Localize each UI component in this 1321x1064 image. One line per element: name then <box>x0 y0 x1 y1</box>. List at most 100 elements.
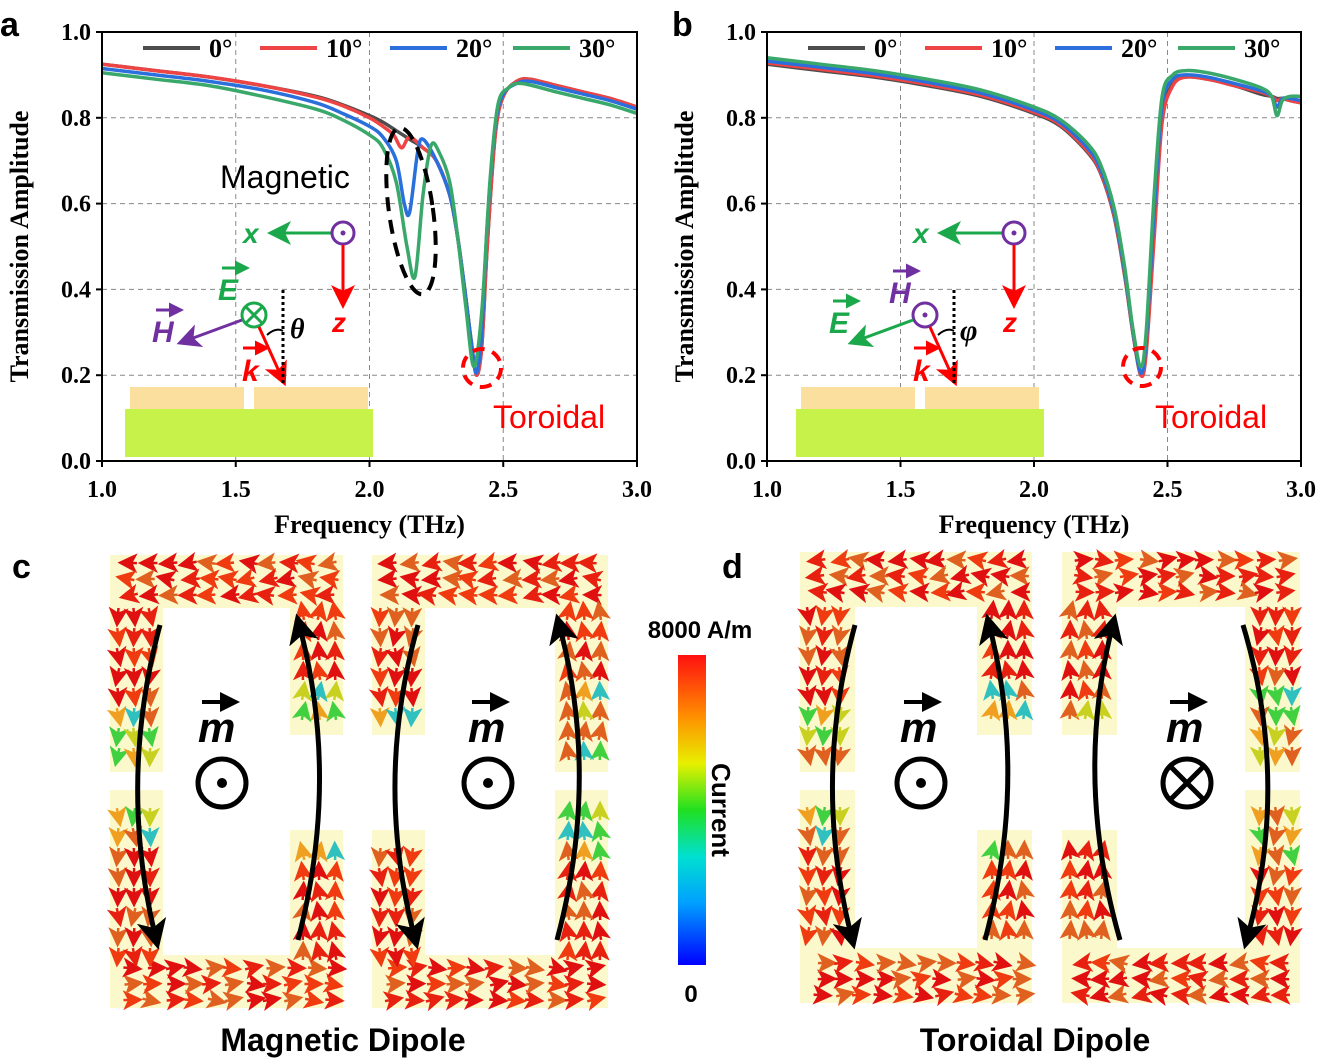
current-arrow <box>118 583 141 604</box>
toroidal-dip-circle <box>1121 346 1163 388</box>
current-arrow <box>574 700 595 722</box>
current-arrow <box>951 983 974 1004</box>
current-arrow <box>386 866 407 888</box>
out-of-plane-icon <box>911 301 939 329</box>
current-arrow <box>589 860 610 882</box>
current-arrow <box>895 952 917 972</box>
current-arrow <box>139 686 160 708</box>
current-arrow <box>368 685 389 708</box>
current-arrow <box>1282 925 1303 947</box>
current-arrow <box>907 567 930 588</box>
current-arrow <box>1250 645 1271 667</box>
current-arrow <box>1255 550 1277 571</box>
current-arrow <box>804 565 827 585</box>
current-arrow <box>573 800 593 822</box>
current-arrow <box>1266 606 1287 627</box>
current-arrow <box>813 745 833 767</box>
current-arrow <box>404 989 426 1010</box>
current-arrow <box>1090 953 1111 974</box>
k-vector-arrow <box>257 326 287 387</box>
current-arrow <box>139 926 160 948</box>
colorbar: 8000 A/m 0 Current <box>648 617 753 1008</box>
current-arrow <box>1236 580 1259 601</box>
current-arrow <box>981 639 1002 660</box>
current-arrow <box>573 640 593 662</box>
current-arrow <box>505 989 527 1010</box>
current-arrow <box>983 679 1003 701</box>
current-arrow <box>217 570 239 591</box>
panel-label-b: b <box>672 6 693 44</box>
current-arrow <box>1207 952 1229 973</box>
current-arrow <box>108 846 129 868</box>
current-arrow <box>557 940 578 962</box>
current-arrow <box>1075 699 1095 722</box>
current-arrow <box>106 805 127 828</box>
substrate <box>796 409 1044 457</box>
current-arrow <box>387 625 408 648</box>
circulation-arrow <box>549 613 582 941</box>
current-arrow <box>916 953 938 974</box>
current-arrow <box>464 957 486 977</box>
moment-c-right: m <box>461 692 515 810</box>
current-arrow <box>1131 969 1152 990</box>
circulation-arrow <box>1092 613 1123 941</box>
current-arrow <box>830 548 852 569</box>
current-arrow <box>242 959 265 980</box>
current-arrow <box>796 824 817 847</box>
current-arrow <box>558 840 579 862</box>
current-arrow <box>308 620 328 643</box>
current-arrow <box>294 840 315 863</box>
current-arrow <box>971 984 993 1004</box>
current-arrow <box>1060 839 1081 861</box>
current-arrow <box>306 957 328 978</box>
x-tick-label: 2.5 <box>1153 477 1183 503</box>
out-of-plane-icon <box>1001 220 1027 246</box>
current-arrow <box>310 660 331 683</box>
current-arrow <box>589 640 610 662</box>
current-arrow <box>403 845 424 868</box>
current-arrow <box>308 920 329 942</box>
current-arrow <box>399 570 421 591</box>
substrate <box>125 409 373 457</box>
current-arrow <box>1072 565 1094 585</box>
current-arrow <box>401 585 423 606</box>
legend-label: 30° <box>579 34 615 63</box>
current-arrow <box>986 548 1009 569</box>
current-arrow <box>1249 664 1269 687</box>
current-arrow <box>559 920 580 943</box>
current-arrow <box>557 800 577 822</box>
current-arrow <box>999 659 1020 682</box>
current-arrow <box>846 565 868 585</box>
current-arrow <box>1214 581 1236 602</box>
current-arrow <box>260 991 283 1011</box>
current-arrow <box>326 957 348 978</box>
current-maps <box>106 548 1304 1012</box>
current-arrow <box>815 644 836 667</box>
current-map-c-right <box>368 551 612 1012</box>
out-of-plane-icon <box>461 756 515 810</box>
current-arrow <box>138 584 160 605</box>
legend-label: 10° <box>991 34 1027 63</box>
current-arrow <box>1089 983 1112 1004</box>
current-map-c-left <box>106 551 348 1012</box>
current-arrow <box>124 707 145 728</box>
current-arrow <box>437 586 459 606</box>
current-arrow <box>909 550 931 571</box>
current-arrow <box>1267 864 1288 887</box>
current-arrow <box>559 740 579 763</box>
current-arrow <box>1090 879 1111 902</box>
current-arrow <box>798 885 819 907</box>
plot-frame <box>101 31 638 462</box>
current-arrow <box>1280 704 1301 727</box>
circulation-arrow <box>392 624 425 950</box>
current-arrow <box>930 581 952 602</box>
current-arrow <box>812 904 833 927</box>
current-arrow <box>1187 970 1209 991</box>
current-arrow <box>163 959 186 980</box>
h-field-label: H <box>889 277 912 310</box>
x-tick-label: 3.0 <box>1286 477 1316 503</box>
x-tick-label: 2.0 <box>1019 477 1049 503</box>
current-arrow <box>401 946 422 968</box>
current-arrow <box>1274 582 1296 603</box>
current-arrow <box>1059 699 1080 721</box>
